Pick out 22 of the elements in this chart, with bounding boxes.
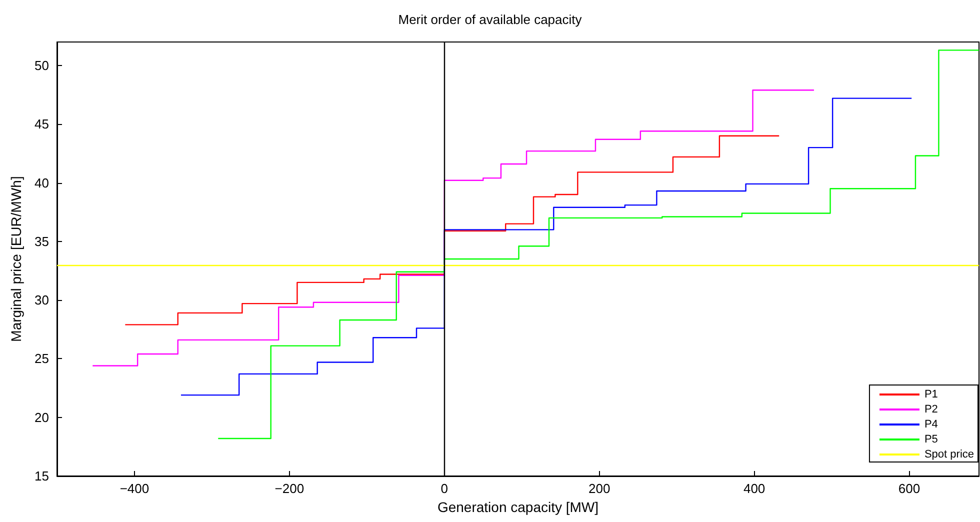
x-tick-label: −200 <box>274 481 304 496</box>
x-axis-title: Generation capacity [MW] <box>437 498 599 515</box>
y-axis-title: Marginal price [EUR/MWh] <box>8 176 24 342</box>
y-tick-label: 50 <box>34 58 49 73</box>
legend-label: P2 <box>924 404 938 416</box>
x-tick-label: 400 <box>743 481 766 496</box>
legend-label: P5 <box>924 434 938 446</box>
y-tick-label: 35 <box>34 234 49 249</box>
legend-label: P1 <box>924 388 938 400</box>
legend-label: Spot price <box>924 448 974 460</box>
y-tick-label: 25 <box>34 351 49 366</box>
x-tick-label: 0 <box>440 481 448 496</box>
y-tick-label: 15 <box>34 468 49 484</box>
chart-title: Merit order of available capacity <box>398 12 582 27</box>
x-tick-label: −400 <box>120 481 150 496</box>
y-tick-label: 40 <box>34 175 49 190</box>
y-tick-label: 45 <box>34 116 49 132</box>
x-tick-label: 200 <box>588 481 610 496</box>
x-tick-label: 600 <box>898 481 920 496</box>
legend-label: P4 <box>924 418 938 430</box>
y-tick-label: 20 <box>34 410 49 425</box>
y-tick-label: 30 <box>34 292 49 308</box>
